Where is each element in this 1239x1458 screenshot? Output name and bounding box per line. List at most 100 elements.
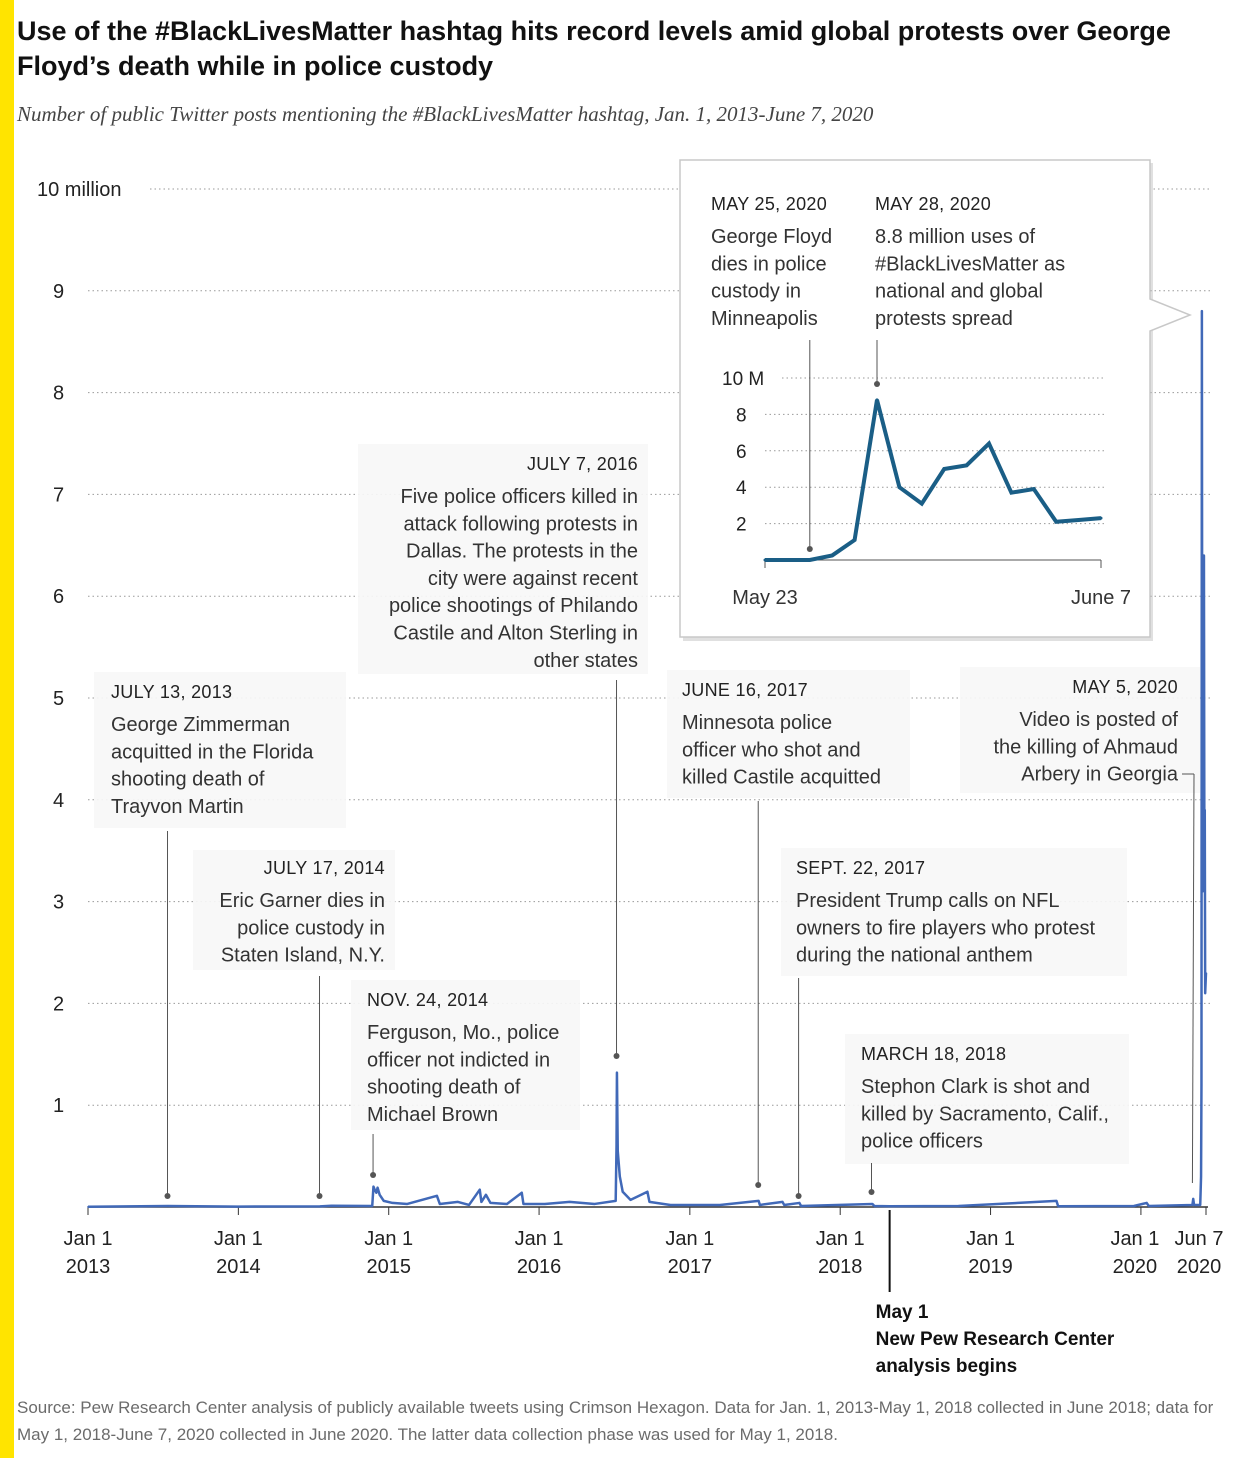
data-point bbox=[1204, 992, 1206, 995]
annotation-dot bbox=[755, 1182, 762, 1188]
annotation-text: during the national anthem bbox=[796, 945, 1033, 967]
data-point bbox=[382, 1200, 385, 1202]
method-marker-label: May 1 bbox=[876, 1302, 929, 1323]
annotation-heading: JUNE 16, 2017 bbox=[682, 680, 808, 700]
annotation-heading: MARCH 18, 2018 bbox=[861, 1044, 1006, 1064]
x-tick-label: 2019 bbox=[968, 1256, 1013, 1278]
annotation-background bbox=[351, 980, 580, 1130]
event-annotations: JULY 13, 2013 George Zimmerman acquitted i… bbox=[94, 444, 1200, 1199]
annotation-dot bbox=[164, 1193, 171, 1199]
data-point bbox=[1201, 890, 1204, 893]
data-point bbox=[1147, 1205, 1150, 1207]
data-point bbox=[1201, 310, 1203, 312]
annotation-text: Dallas. The protests in the bbox=[406, 541, 638, 563]
x-tick-label: 2014 bbox=[216, 1256, 261, 1278]
data-point bbox=[1201, 799, 1204, 801]
x-tick-label: 2016 bbox=[517, 1256, 562, 1278]
inset-annotation-heading: MAY 28, 2020 bbox=[875, 194, 991, 214]
inset-series-line bbox=[765, 399, 1102, 562]
inset-x-tick-label: June 7 bbox=[1071, 587, 1131, 609]
inset-data-point bbox=[1032, 487, 1036, 491]
inset-x-tick-label: May 23 bbox=[732, 587, 798, 609]
annotation-text: Trayvon Martin bbox=[111, 796, 244, 818]
data-point bbox=[1202, 676, 1205, 679]
inset-data-point bbox=[897, 485, 901, 489]
x-tick-label: Jan 1 bbox=[515, 1228, 564, 1250]
data-point bbox=[1204, 982, 1207, 984]
y-tick-label: 5 bbox=[53, 688, 64, 710]
inset-annotation-text: Minneapolis bbox=[711, 308, 818, 330]
inset-annotation-dot bbox=[874, 381, 880, 387]
annotation-text: Castile and Alton Sterling in bbox=[393, 623, 638, 645]
inset-y-tick-label: 4 bbox=[736, 478, 747, 499]
x-tick-label: Jan 1 bbox=[364, 1228, 413, 1250]
x-tick-label: Jan 1 bbox=[816, 1228, 865, 1250]
inset-annotation-text: national and global bbox=[875, 281, 1043, 303]
data-point bbox=[783, 1204, 785, 1206]
data-point bbox=[616, 1071, 618, 1074]
x-tick-label: Jan 1 bbox=[214, 1228, 263, 1250]
data-point bbox=[800, 1205, 802, 1207]
data-point bbox=[436, 1195, 438, 1197]
inset-annotation-text: protests spread bbox=[875, 308, 1013, 330]
data-point bbox=[330, 1204, 333, 1207]
x-tick-label: Jan 1 bbox=[665, 1228, 714, 1250]
x-tick-label: Jan 1 bbox=[966, 1228, 1015, 1250]
y-tick-label: 7 bbox=[53, 484, 64, 506]
annotation-heading: SEPT. 22, 2017 bbox=[796, 858, 925, 878]
annotation-text: Staten Island, N.Y. bbox=[221, 945, 385, 967]
event-annotation: NOV. 24, 2014 Ferguson, Mo., police office… bbox=[351, 980, 580, 1178]
annotation-text: Arbery in Georgia bbox=[1021, 764, 1179, 786]
inset-annotation-heading: MAY 25, 2020 bbox=[711, 194, 827, 214]
event-annotation: SEPT. 22, 2017 President Trump calls on N… bbox=[781, 848, 1127, 1199]
inset-annotation-text: dies in police bbox=[711, 253, 827, 275]
annotation-heading: JULY 13, 2013 bbox=[111, 682, 232, 702]
y-tick-label: 1 bbox=[53, 1095, 64, 1117]
inset-data-point bbox=[1054, 520, 1058, 524]
event-annotation: JULY 13, 2013 George Zimmerman acquitted i… bbox=[94, 672, 346, 1199]
y-tick-label: 9 bbox=[53, 281, 64, 303]
x-tick-label: Jun 7 bbox=[1175, 1228, 1224, 1250]
event-annotation: MAY 5, 2020 Video is posted of the killing… bbox=[960, 667, 1200, 1184]
annotation-text: Ferguson, Mo., police bbox=[367, 1022, 559, 1044]
data-point bbox=[798, 1202, 801, 1204]
data-point bbox=[757, 1200, 760, 1202]
inset-y-tick-label: 8 bbox=[736, 405, 747, 426]
data-point bbox=[669, 1204, 672, 1206]
inset-annotation-dot bbox=[806, 546, 813, 552]
data-point bbox=[375, 1191, 378, 1194]
annotation-background bbox=[667, 670, 910, 798]
data-point bbox=[378, 1193, 381, 1196]
chart-subtitle: Number of public Twitter posts mentionin… bbox=[17, 102, 874, 126]
x-tick-label: 2015 bbox=[366, 1256, 411, 1278]
data-point bbox=[406, 1203, 409, 1205]
inset-data-point bbox=[785, 558, 789, 562]
annotation-heading: NOV. 24, 2014 bbox=[367, 990, 488, 1010]
annotation-text: Minnesota police bbox=[682, 712, 832, 734]
data-point bbox=[648, 1201, 651, 1203]
annotation-dot bbox=[795, 1193, 802, 1199]
annotation-background bbox=[845, 1034, 1129, 1164]
annotation-heading: JULY 17, 2014 bbox=[264, 858, 385, 878]
annotation-text: Five police officers killed in bbox=[400, 486, 638, 508]
annotation-heading: MAY 5, 2020 bbox=[1072, 677, 1178, 697]
inset-chart: 10 M 8 6 4 2 May 23 June 7 MAY 25, 2020 George F… bbox=[679, 159, 1193, 641]
annotation-dot bbox=[868, 1189, 875, 1195]
inset-data-point bbox=[808, 558, 812, 562]
data-point bbox=[87, 1205, 89, 1208]
data-point bbox=[167, 1205, 169, 1207]
data-point bbox=[871, 1203, 874, 1205]
data-point bbox=[391, 1202, 394, 1204]
x-tick-label: Jan 1 bbox=[64, 1228, 113, 1250]
annotation-text: police custody in bbox=[237, 917, 385, 939]
annotation-text: shooting death of bbox=[367, 1077, 521, 1099]
annotation-text: city were against recent bbox=[428, 568, 639, 590]
data-point bbox=[478, 1188, 481, 1191]
data-point bbox=[1205, 972, 1207, 974]
data-point bbox=[616, 1150, 619, 1152]
data-point bbox=[1057, 1205, 1059, 1207]
annotation-text: Eric Garner dies in bbox=[219, 890, 385, 912]
annotation-background bbox=[358, 444, 648, 674]
data-point bbox=[781, 1201, 784, 1203]
event-annotation: JULY 17, 2014 Eric Garner dies in police c… bbox=[193, 850, 395, 1199]
